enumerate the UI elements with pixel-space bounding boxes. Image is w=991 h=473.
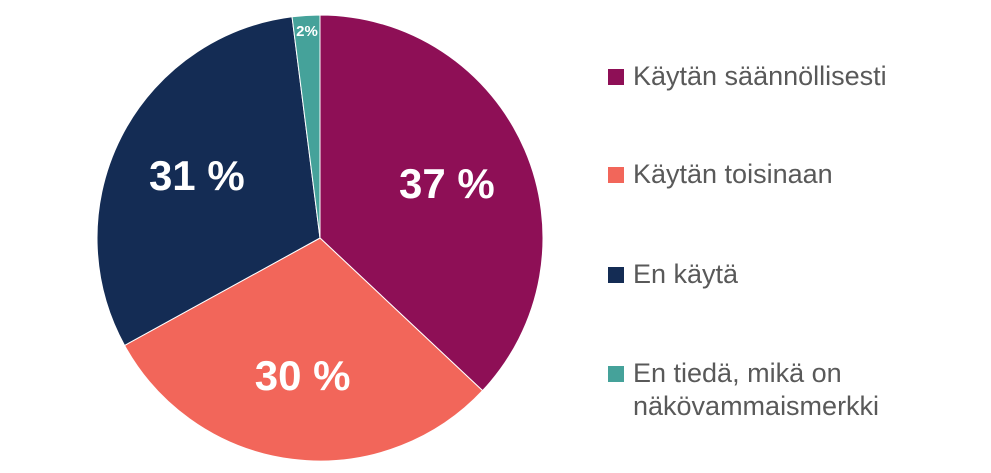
legend-label: Käytän toisinaan [633, 159, 833, 189]
legend-swatch-sometimes [608, 167, 624, 183]
legend-label: En käytä [633, 259, 739, 289]
pie-label-dont-know: 2% [296, 23, 318, 40]
legend-item-not-using: En käytä [608, 258, 738, 291]
legend-item-sometimes: Käytän toisinaan [608, 158, 833, 191]
legend-label-line1: En tiedä, mikä on [633, 358, 842, 388]
pie-label-not-using: 31 % [149, 152, 245, 199]
legend-swatch-regular [608, 69, 624, 85]
pie-label-sometimes: 30 % [255, 352, 351, 399]
legend-swatch-not-using [608, 267, 624, 283]
legend-label: Käytän säännöllisesti [633, 61, 887, 91]
pie-slice-regular [319, 14, 544, 392]
pie-slice-not-using [96, 16, 321, 347]
legend-label-line2: näkövammaismerkki [633, 391, 880, 421]
pie-slice-dont-know [291, 14, 321, 239]
pie-slice-sometimes [123, 237, 484, 462]
pie-label-regular: 37 % [399, 160, 495, 207]
legend-item-regular: Käytän säännöllisesti [608, 60, 887, 93]
legend-swatch-dont-know [608, 366, 624, 382]
pie-chart: 37 % 30 % 31 % 2% [96, 14, 544, 462]
legend-item-dont-know: En tiedä, mikä on näkövammaismerkki [608, 357, 879, 423]
legend-label-multiline: En tiedä, mikä on näkövammaismerkki [633, 357, 879, 423]
